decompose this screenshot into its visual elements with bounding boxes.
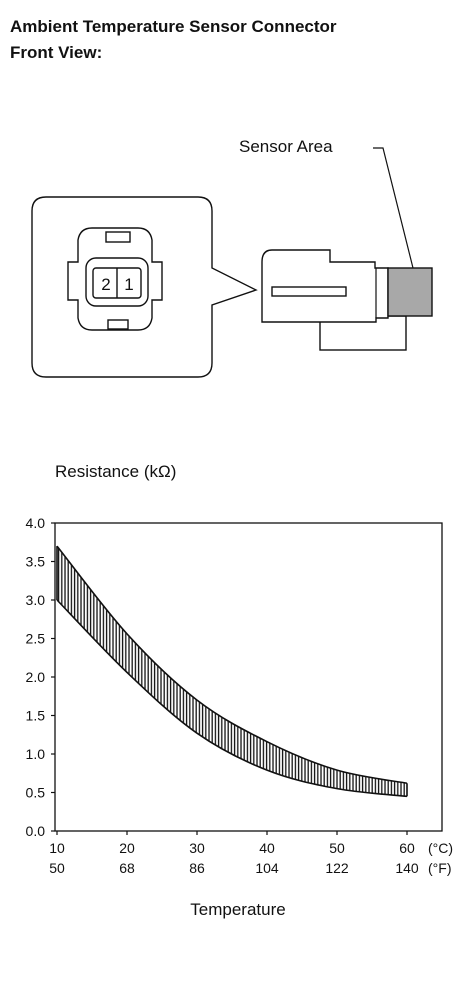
x-tick-label: 50 [329, 840, 345, 856]
title-line: Front View: [10, 43, 102, 62]
x-tick-label: 30 [189, 840, 205, 856]
x2-tick-label: 104 [255, 860, 279, 876]
x2-tick-label: 140 [395, 860, 419, 876]
y-tick-label: 3.0 [26, 592, 46, 608]
band-fill [57, 546, 407, 797]
x2-tick-label: 68 [119, 860, 135, 876]
x-unit: (°C) [428, 840, 453, 856]
x2-tick-label: 122 [325, 860, 349, 876]
band-edge [56, 599, 408, 798]
x-tick-label: 20 [119, 840, 135, 856]
band-edge [56, 545, 408, 785]
title-line: Ambient Temperature Sensor Connector [10, 17, 337, 36]
y-tick-label: 0.0 [26, 823, 46, 839]
y-tick-label: 3.5 [26, 554, 46, 570]
y-tick-label: 4.0 [26, 515, 46, 531]
x-tick-label: 60 [399, 840, 415, 856]
front-view: 2 1 [31, 196, 258, 378]
x2-unit: (°F) [428, 860, 451, 876]
y-tick-label: 2.0 [26, 669, 46, 685]
x-axis-label: Temperature [190, 900, 285, 919]
x2-tick-label: 50 [49, 860, 65, 876]
x-tick-label: 40 [259, 840, 275, 856]
x-tick-label: 10 [49, 840, 65, 856]
sensor-area-label: Sensor Area [239, 137, 333, 156]
side-view: Sensor Area [239, 137, 433, 351]
pin-number: 1 [124, 275, 133, 294]
y-tick-label: 1.0 [26, 746, 46, 762]
y-axis-label: Resistance (kΩ) [55, 462, 176, 481]
y-tick-label: 0.5 [26, 785, 46, 801]
pin-number: 2 [101, 275, 110, 294]
y-tick-label: 1.5 [26, 708, 46, 724]
chart: Resistance (kΩ) Temperature (°C) (°F) 0.… [26, 462, 454, 919]
y-tick-label: 2.5 [26, 631, 46, 647]
x2-tick-label: 86 [189, 860, 205, 876]
